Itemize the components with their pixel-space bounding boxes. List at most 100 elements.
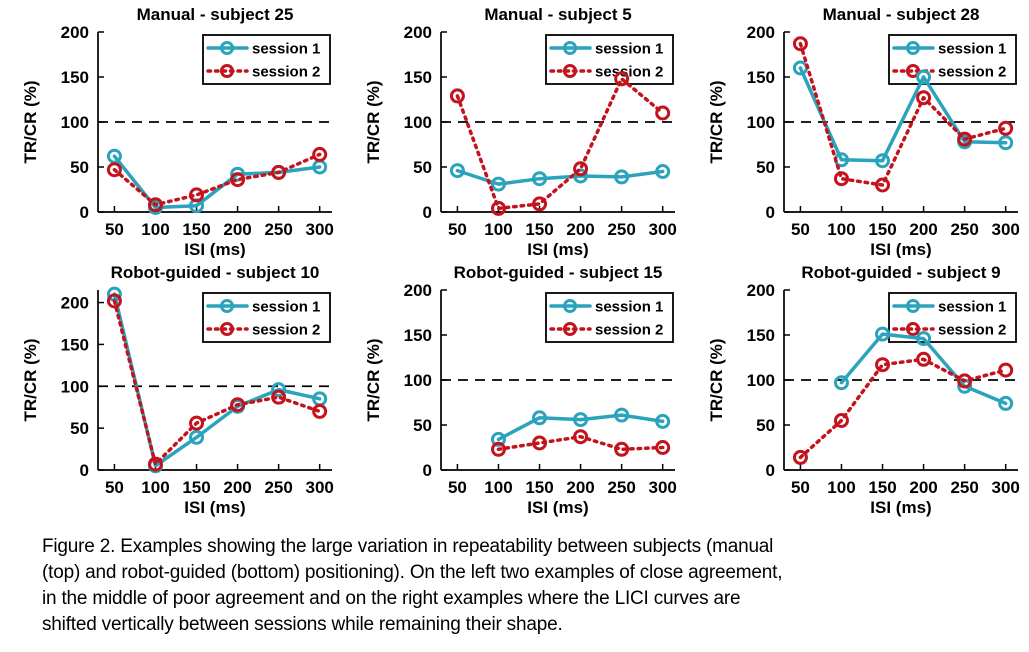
data-point-marker: [998, 135, 1014, 151]
data-point-marker: [271, 382, 287, 398]
series-session-1: [490, 407, 671, 447]
series-line: [455, 77, 665, 211]
legend: session 1 session 2: [888, 34, 1017, 85]
y-tick-label: 100: [61, 113, 89, 132]
y-tick-label: 150: [747, 326, 775, 345]
figure-caption: Figure 2. Examples showing the large var…: [42, 534, 992, 638]
series-session-1: [833, 326, 1014, 411]
x-axis: 50 100 150 200 250 300 ISI (ms): [441, 464, 677, 517]
data-point-marker: [147, 456, 163, 472]
x-tick-label: 250: [950, 478, 978, 497]
x-axis-label: ISI (ms): [870, 498, 931, 517]
y-tick-label: 150: [61, 68, 89, 87]
chart-title: Robot-guided - subject 9: [801, 263, 1000, 282]
data-point-marker: [449, 88, 465, 104]
data-point-marker: [875, 153, 891, 169]
data-point-marker: [655, 440, 671, 455]
subplot-bottom-right: Robot-guided - subject 9 0 50 100 150 200 TR/C…: [686, 258, 1029, 520]
data-point-marker: [312, 403, 328, 419]
x-tick-label: 50: [448, 478, 467, 497]
data-point-marker: [106, 293, 122, 309]
y-tick-label: 50: [413, 416, 432, 435]
caption-line: in the middle of poor agreement and on t…: [42, 588, 741, 609]
legend-swatch-marker: [563, 64, 577, 78]
legend-label: session 1: [938, 41, 1006, 58]
data-point-marker: [792, 449, 808, 465]
data-point-marker: [449, 163, 465, 179]
subplot-manual-subject-25-canvas: Manual - subject 25 0 50 100 150 200 TR/CR (%)…: [21, 5, 334, 258]
data-point-marker: [230, 397, 246, 413]
y-axis-label: TR/CR (%): [364, 80, 383, 163]
data-point-marker: [655, 105, 671, 121]
y-tick-label: 50: [756, 158, 775, 177]
x-tick-label: 50: [791, 478, 810, 497]
x-tick-label: 200: [223, 478, 251, 497]
data-point-marker: [189, 429, 205, 445]
subplot-top-right: Manual - subject 28 0 50 100 150 200 TR/CR (%)…: [686, 0, 1029, 258]
data-point-marker: [230, 172, 246, 188]
subplot-bottom-middle: Robot-guided - subject 15 0 50 100 150 200 TR/…: [343, 258, 686, 520]
data-point-marker: [916, 69, 932, 85]
chart-title: Manual - subject 25: [137, 5, 294, 24]
x-axis-label: ISI (ms): [527, 498, 588, 517]
x-axis: 50 100 150 200 250 300 ISI (ms): [98, 464, 334, 517]
series-session-1: [106, 148, 328, 215]
data-point-marker: [957, 373, 973, 389]
legend-label: session 1: [595, 41, 663, 58]
data-point-marker: [106, 162, 122, 178]
caption-line: Figure 2. Examples showing the large var…: [42, 536, 774, 557]
x-tick-label: 50: [448, 220, 467, 239]
caption-line: shifted vertically between sessions whil…: [42, 614, 563, 635]
x-axis: 50 100 150 200 250 300 ISI (ms): [441, 206, 677, 258]
legend-label: session 1: [595, 299, 663, 316]
x-tick-label: 250: [264, 478, 292, 497]
y-axis-label: TR/CR (%): [707, 80, 726, 163]
legend-swatch-marker: [563, 322, 577, 336]
series-session-2: [792, 36, 1014, 193]
x-tick-label: 200: [566, 220, 594, 239]
data-point-marker: [875, 326, 891, 342]
data-point-marker: [614, 407, 630, 423]
data-point-marker: [189, 415, 205, 431]
y-tick-label: 50: [70, 158, 89, 177]
series-session-2: [792, 351, 1014, 465]
y-tick-label: 200: [747, 23, 775, 42]
x-tick-label: 300: [991, 220, 1019, 239]
chart-title: Robot-guided - subject 10: [111, 263, 320, 282]
legend-swatch-marker: [563, 299, 577, 313]
legend-swatch-marker: [220, 299, 234, 313]
series-line: [798, 357, 1008, 460]
data-point-marker: [916, 90, 932, 106]
data-point-marker: [147, 197, 163, 213]
y-tick-label: 0: [80, 203, 89, 222]
y-tick-label: 100: [747, 113, 775, 132]
legend-swatch-marker: [220, 322, 234, 336]
x-tick-label: 300: [305, 478, 333, 497]
x-axis-label: ISI (ms): [184, 498, 245, 517]
y-tick-label: 0: [766, 203, 775, 222]
data-point-marker: [655, 164, 671, 179]
x-tick-label: 250: [264, 220, 292, 239]
legend-label: session 2: [595, 322, 663, 339]
subplot-bottom-left: Robot-guided - subject 10 0 50 100 150 200 TR/…: [0, 258, 343, 520]
data-point-marker: [833, 413, 849, 428]
caption-line: (top) and robot-guided (bottom) position…: [42, 562, 783, 583]
data-point-marker: [957, 131, 973, 147]
series-line: [112, 154, 322, 210]
x-tick-label: 250: [607, 478, 635, 497]
subplot-robot-guided-subject-15-canvas: Robot-guided - subject 15 0 50 100 150 200 TR/…: [364, 263, 677, 517]
legend-label: session 2: [938, 322, 1006, 339]
y-axis: 0 50 100 150 200 TR/CR (%): [364, 23, 447, 222]
y-tick-label: 100: [61, 377, 89, 396]
x-tick-label: 100: [827, 478, 855, 497]
y-tick-label: 150: [404, 326, 432, 345]
subplot-top-left: Manual - subject 25 0 50 100 150 200 TR/CR (%)…: [0, 0, 343, 258]
y-tick-label: 50: [756, 416, 775, 435]
x-tick-label: 200: [223, 220, 251, 239]
legend-swatch-marker: [906, 299, 920, 313]
y-tick-label: 200: [61, 294, 89, 313]
legend-swatch-marker: [220, 64, 234, 78]
y-axis-label: TR/CR (%): [707, 338, 726, 421]
x-tick-label: 150: [182, 478, 210, 497]
